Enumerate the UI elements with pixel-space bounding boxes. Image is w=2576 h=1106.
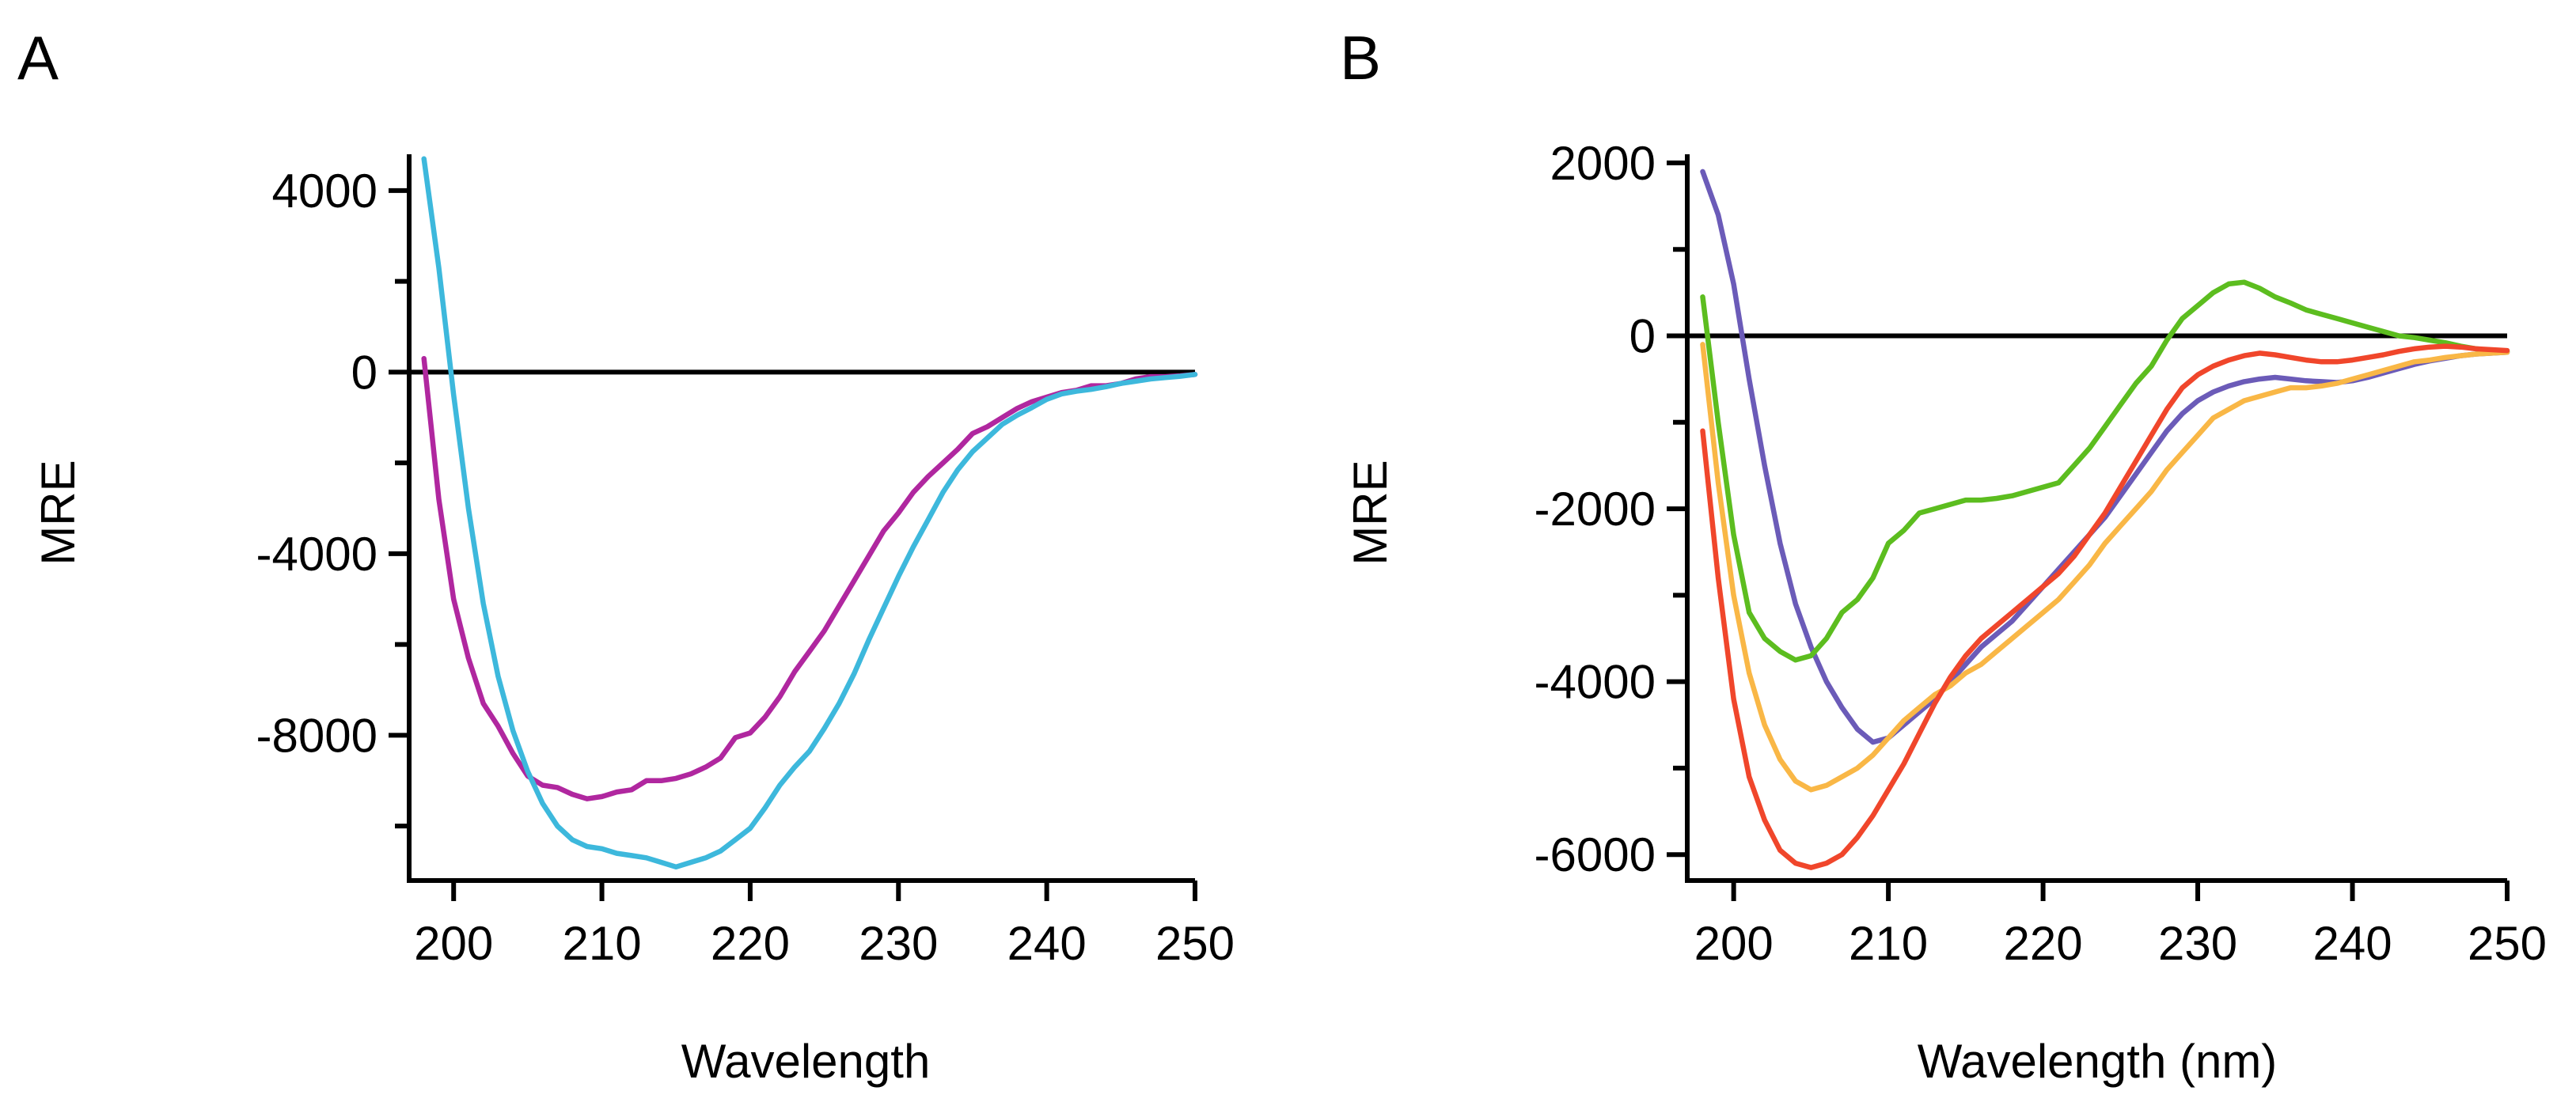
panel-a-x-tick-label: 220 [711,917,790,970]
panel-a-y-tick-label: -4000 [256,528,377,581]
panel-a-y-tick-label: 4000 [272,165,377,218]
panel-b-y-tick-label: 2000 [1550,137,1656,190]
panel-a-series-cyan [421,156,1198,870]
panel-b-x-tick-label: 200 [1694,917,1774,970]
panel-b-x-tick-label: 250 [2468,917,2547,970]
panel-a-x-tick-label: 240 [1007,917,1087,970]
panel-b-y-tick-label: -6000 [1535,828,1656,881]
panel-b-x-tick-label: 210 [1849,917,1928,970]
panel-a-y-tick-label: 0 [351,346,377,399]
panel-b-y-tick-label: -4000 [1535,656,1656,709]
panel-b-y-tick-label: 0 [1629,310,1656,363]
panel-b-x-axis-title: Wavelength (nm) [1918,1035,2278,1088]
panel-a-series-magenta [421,355,1198,801]
panel-a-y-axis-title: MRE [32,460,85,565]
panel-b-y-tick-label: -2000 [1535,483,1656,536]
panel-b-series-yellow [1700,342,2510,793]
panel-a-x-axis-title: Wavelength [681,1035,931,1088]
panel-b-series-green [1700,279,2510,663]
panel-b-series-purple [1700,169,2510,745]
panel-a-x-tick-label: 250 [1155,917,1235,970]
panel-b-series-red [1700,343,2510,870]
panel-b-x-tick-label: 240 [2312,917,2392,970]
panel-a-x-tick-label: 200 [414,917,493,970]
panel-b-x-tick-label: 230 [2158,917,2237,970]
panel-b-x-tick-label: 220 [2004,917,2083,970]
panel-b-y-axis-title: MRE [1344,460,1397,565]
panel-a-plot-area: 200 210 220 230 240 250 4000 0 -4000 -8000 [256,154,1235,970]
panel-a-label: A [17,23,59,93]
panel-b-label: B [1340,23,1381,93]
panel-b: B 200 210 220 230 240 250 2000 0 -2000 -4000 -6000… [1340,23,2547,1088]
panel-a-x-tick-label: 210 [563,917,642,970]
panel-a-x-tick-label: 230 [859,917,938,970]
panel-a: A 200 210 220 230 240 250 4000 0 -4000 -8000 Wave… [17,23,1235,1088]
panel-a-y-tick-label: -8000 [256,709,377,762]
panel-b-plot-area: 200 210 220 230 240 250 2000 0 -2000 -4000 -6000 [1535,137,2548,970]
